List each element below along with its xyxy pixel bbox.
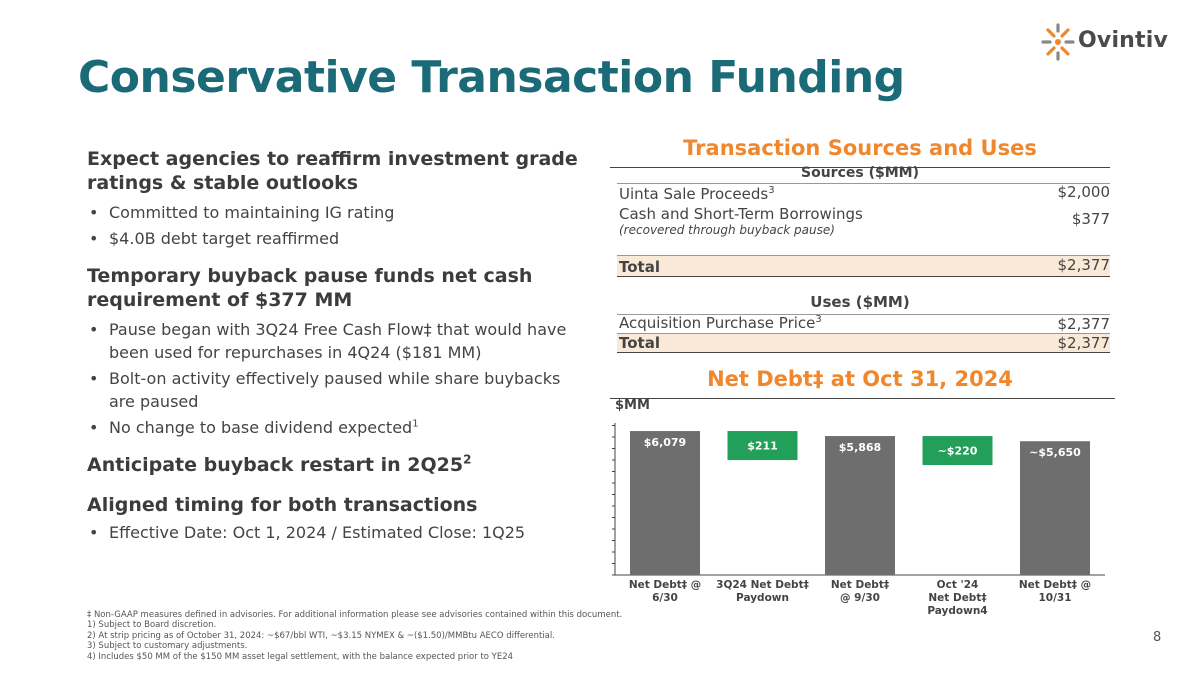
row-text: Uinta Sale Proceeds [619, 185, 769, 203]
heading-text: Anticipate buyback restart in 2Q25 [87, 454, 464, 476]
footnote: 4) Includes $50 MM of the $150 MM asset … [87, 651, 514, 662]
bar [825, 436, 895, 575]
x-tick-label: Net Debt‡ @ [1019, 579, 1091, 591]
source-row-label: Uinta Sale Proceeds3 [619, 185, 775, 203]
row-text: Acquisition Purchase Price [619, 314, 816, 332]
bullet-text: No change to base dividend expected [109, 418, 413, 437]
uses-bottom-rule [617, 352, 1110, 353]
page-number: 8 [1153, 630, 1162, 645]
uses-total-rule [617, 333, 1110, 334]
sources-bottom-rule [617, 276, 1110, 277]
ovintiv-logo: Ovintiv ™ [1040, 22, 1170, 62]
x-tick-label: 6/30 [652, 592, 678, 604]
sources-total-row [617, 256, 1110, 276]
uses-total-value: $2,377 [1057, 334, 1111, 352]
x-tick-label: Net Debt‡ @ [629, 579, 701, 591]
x-tick-label: Paydown [736, 592, 789, 604]
source-row-label: Cash and Short-Term Borrowings [619, 205, 863, 223]
uses-header: Uses ($MM) [810, 293, 910, 311]
table-title: Transaction Sources and Uses [683, 136, 1037, 160]
footnote: 3) Subject to customary adjustments. [87, 641, 248, 652]
sources-total-value: $2,377 [1057, 256, 1111, 274]
bar-value-label: $5,868 [839, 441, 881, 454]
footnote: 1) Subject to Board discretion. [87, 620, 217, 631]
source-row-value: $2,000 [1057, 183, 1111, 201]
bar-value-label: ~$220 [938, 445, 978, 458]
x-tick-label: Paydown4 [927, 605, 987, 617]
timing-bullets: Effective Date: Oct 1, 2024 / Estimated … [87, 521, 587, 544]
x-tick-label: Net Debt‡ [831, 579, 889, 591]
ovintiv-logo-icon [1041, 23, 1075, 61]
buyback-pause-bullets: Pause began with 3Q24 Free Cash Flow‡ th… [87, 318, 587, 439]
uses-header-rule [617, 314, 1110, 315]
footnote: ‡ Non-GAAP measures defined in advisorie… [87, 610, 623, 620]
sources-total-label: Total [619, 258, 660, 276]
bar [922, 436, 993, 466]
ratings-bullets: Committed to maintaining IG rating $4.0B… [87, 201, 587, 250]
section-heading-timing: Aligned timing for both transactions [87, 494, 478, 516]
footnote-ref: 3 [815, 314, 822, 325]
bar-value-label: $6,079 [644, 436, 686, 449]
section-heading-buyback-pause: Temporary buyback pause funds net cash r… [87, 265, 533, 311]
logo-wordmark: Ovintiv [1078, 28, 1169, 53]
chart-y-unit: $MM [615, 398, 650, 413]
use-row-label: Acquisition Purchase Price3 [619, 314, 822, 332]
bar-value-label: ~$5,650 [1029, 446, 1081, 459]
section-heading-ratings: Expect agencies to reaffirm investment g… [87, 148, 578, 194]
source-row-note: (recovered through buyback pause) [619, 223, 835, 237]
footnotes: ‡ Non-GAAP measures defined in advisorie… [87, 610, 622, 662]
logo-trademark: ™ [1162, 36, 1167, 42]
section-heading-buyback-restart: Anticipate buyback restart in 2Q252 [87, 453, 587, 477]
bar [727, 431, 798, 461]
bullet-item: $4.0B debt target reaffirmed [87, 227, 587, 250]
bullet-item: Bolt-on activity effectively paused whil… [87, 367, 587, 413]
chart-title-rule [610, 398, 1115, 399]
bar [630, 431, 700, 575]
bar-value-label: $211 [747, 440, 778, 453]
sources-header-rule [617, 183, 1110, 184]
bullet-item: No change to base dividend expected1 [87, 416, 587, 439]
footnote: 2) At strip pricing as of October 31, 20… [87, 630, 555, 641]
x-tick-label: @ 9/30 [840, 592, 880, 604]
table-top-rule [610, 167, 1110, 168]
sources-total-rule [617, 255, 1110, 256]
x-tick-label: Net Debt‡ [928, 592, 986, 604]
left-column: Expect agencies to reaffirm investment g… [87, 147, 587, 554]
uses-total-label: Total [619, 334, 660, 352]
page-title: Conservative Transaction Funding [78, 52, 905, 103]
x-tick-label: 3Q24 Net Debt‡ [716, 579, 809, 591]
footnote-ref: 3 [768, 185, 775, 196]
use-row-value: $2,377 [1057, 315, 1111, 333]
footnote-ref: 2 [463, 452, 472, 467]
chart-title: Net Debt‡ at Oct 31, 2024 [707, 367, 1013, 391]
footnote-ref: 1 [412, 418, 419, 430]
bullet-item: Effective Date: Oct 1, 2024 / Estimated … [87, 521, 587, 544]
sources-header: Sources ($MM) [801, 165, 919, 181]
x-tick-label: 10/31 [1038, 592, 1071, 604]
bullet-item: Pause began with 3Q24 Free Cash Flow‡ th… [87, 318, 587, 364]
bar [1020, 441, 1090, 575]
source-row-value: $377 [1071, 210, 1110, 228]
uses-total-row [617, 334, 1110, 352]
bullet-item: Committed to maintaining IG rating [87, 201, 587, 224]
x-tick-label: Oct '24 [937, 579, 979, 591]
